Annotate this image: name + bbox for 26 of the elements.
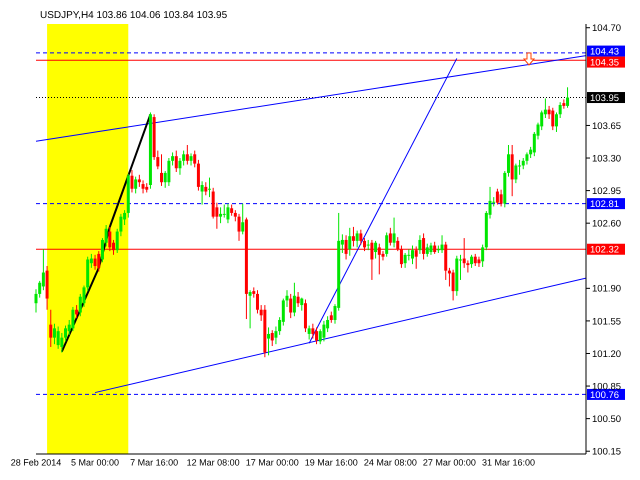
ref-line-label: 102.32 — [590, 244, 620, 256]
ref-line-label: 102.81 — [590, 199, 620, 210]
ref-line-label: 100.76 — [590, 390, 620, 401]
x-tick-label: 24 Mar 08:00 — [364, 457, 417, 468]
y-tick-label: 101.20 — [592, 348, 622, 360]
y-tick-label: 100.15 — [592, 446, 622, 458]
ref-line-label: 104.43 — [590, 46, 620, 58]
ref-line-label: 103.95 — [590, 93, 620, 104]
y-tick-label: 103.65 — [592, 120, 622, 132]
ref-line-label: 104.35 — [590, 58, 620, 69]
x-tick-label: 31 Mar 16:00 — [482, 457, 536, 468]
x-tick-label: 19 Mar 16:00 — [304, 457, 358, 468]
x-tick-label: 28 Feb 2014 — [10, 457, 62, 468]
x-tick-label: 12 Mar 08:00 — [186, 457, 240, 468]
y-tick-label: 101.90 — [592, 284, 622, 295]
y-tick-label: 102.95 — [592, 186, 622, 197]
x-tick-label: 5 Mar 00:00 — [71, 457, 120, 468]
y-tick-label: 100.50 — [592, 414, 622, 426]
y-tick-label: 103.30 — [592, 153, 622, 164]
y-tick-label: 102.60 — [592, 218, 622, 230]
x-tick-label: 7 Mar 16:00 — [130, 457, 178, 468]
y-tick-label: 104.70 — [592, 23, 622, 34]
x-tick-label: 17 Mar 00:00 — [246, 457, 299, 468]
x-tick-label: 27 Mar 00:00 — [422, 457, 476, 468]
chart-title: USDJPY,H4 103.86 104.06 103.84 103.95 — [40, 10, 228, 21]
y-tick-label: 101.55 — [592, 316, 622, 328]
